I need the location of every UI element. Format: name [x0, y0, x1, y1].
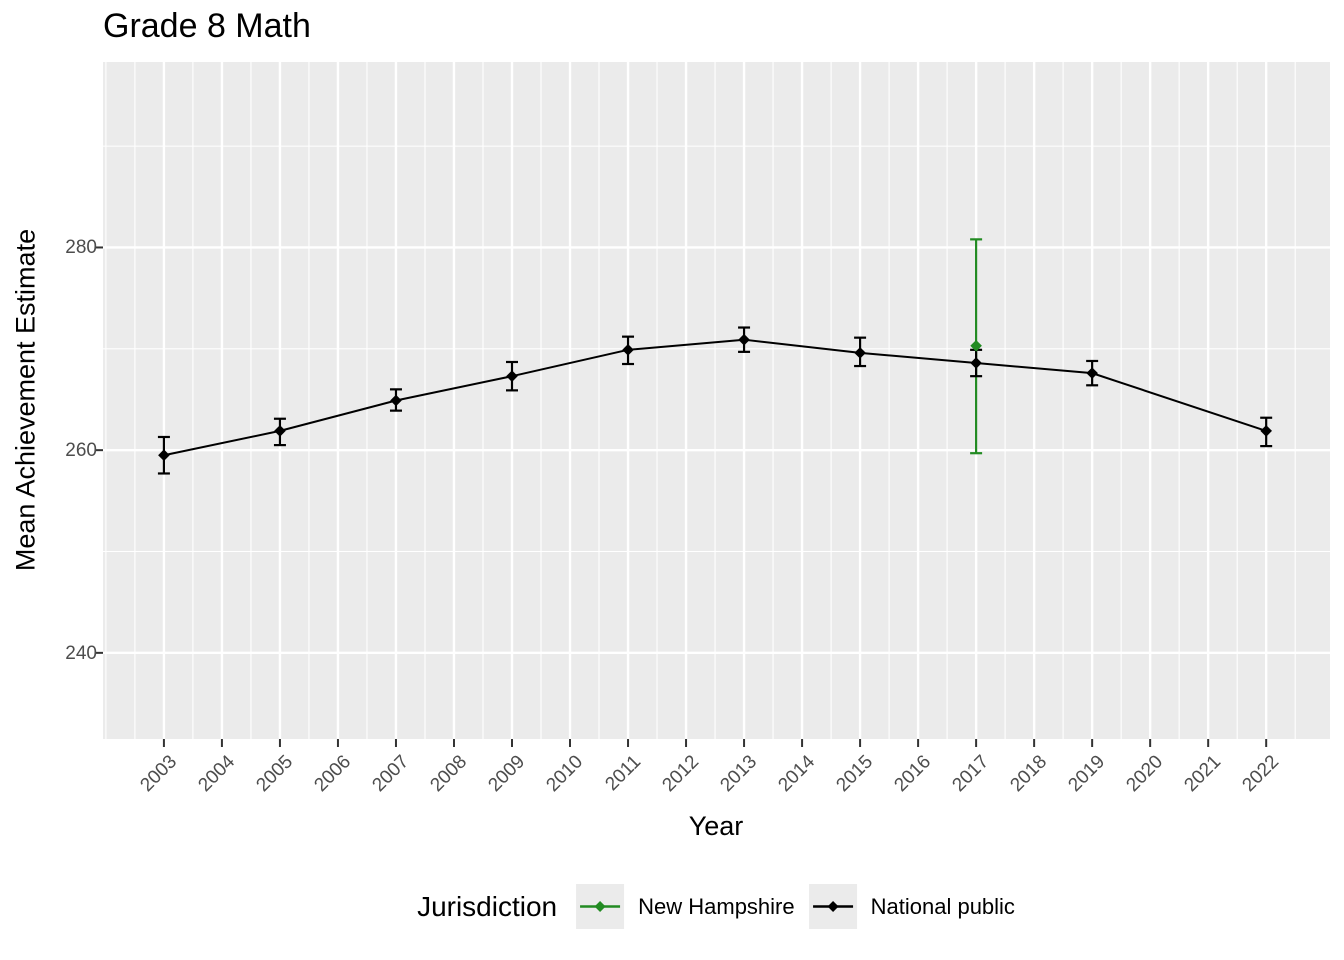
data-point [506, 370, 518, 382]
legend-key-national-public-icon [808, 884, 857, 929]
gridlines-minor [103, 62, 1330, 739]
data-point [390, 394, 402, 407]
data-point [1260, 425, 1272, 437]
series-line [163, 338, 1267, 457]
chart-title: Grade 8 Math [103, 7, 311, 45]
y-tick-label: 280 [65, 237, 97, 259]
y-axis-title: Mean Achievement Estimate [10, 228, 41, 572]
x-axis-ticks [162, 739, 1268, 747]
plot-panel [103, 62, 1330, 739]
legend: Jurisdiction New Hampshire National publi… [417, 884, 1015, 929]
data-point [970, 357, 982, 369]
data-points [158, 333, 1272, 462]
data-point [622, 344, 634, 356]
y-axis-ticks [95, 246, 103, 654]
y-tick-label: 240 [65, 642, 97, 664]
legend-entry-national-public: National public [808, 884, 1015, 929]
legend-entry-new-hampshire: New Hampshire [576, 884, 795, 929]
data-point [970, 339, 982, 352]
data-point [274, 425, 286, 437]
gridlines-major [103, 62, 1330, 739]
data-point [158, 449, 170, 462]
legend-label-new-hampshire: New Hampshire [638, 893, 795, 919]
legend-title: Jurisdiction [417, 890, 558, 922]
x-axis-title: Year [688, 811, 744, 841]
y-tick-label: 260 [65, 440, 97, 462]
data-point [1086, 367, 1098, 379]
data-point [854, 347, 866, 359]
legend-key-new-hampshire-icon [576, 884, 625, 929]
data-point [738, 333, 750, 346]
legend-label-national-public: National public [870, 893, 1015, 919]
